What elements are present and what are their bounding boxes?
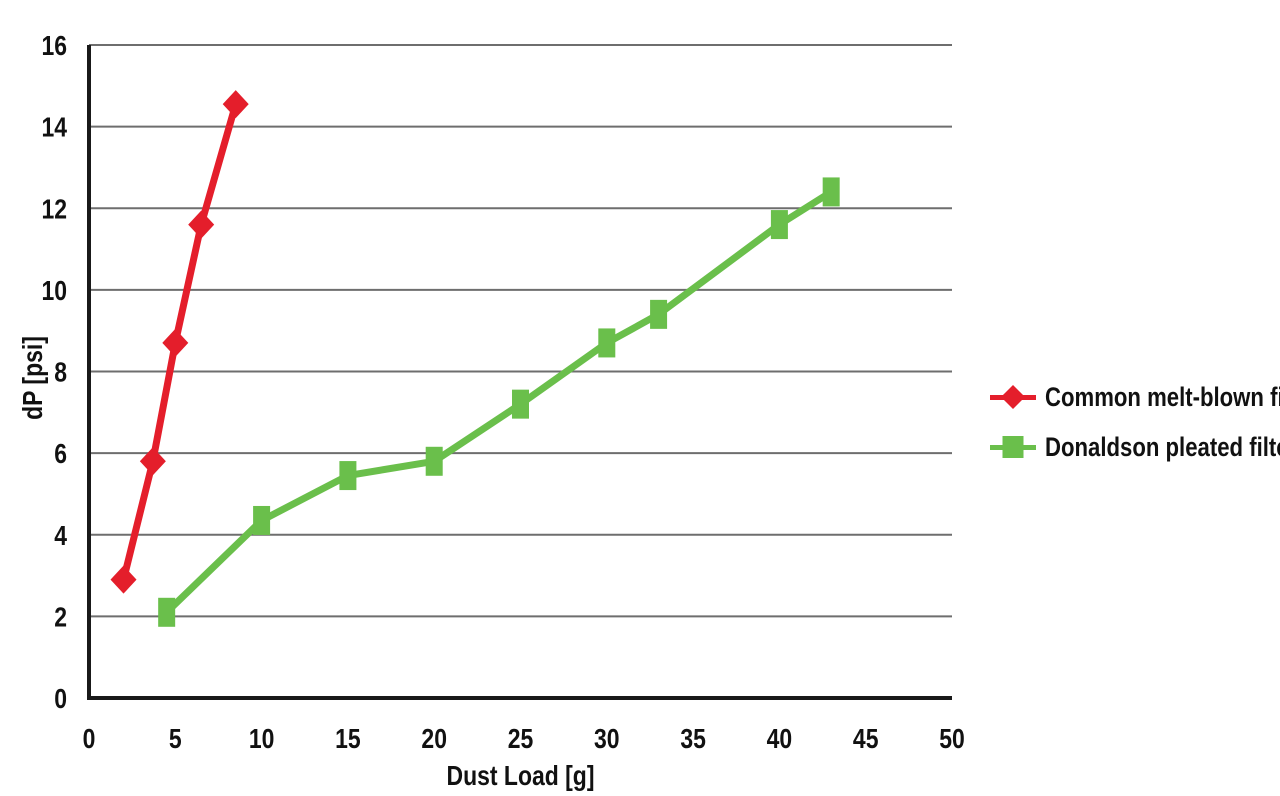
x-tick-label-0: 0 bbox=[83, 724, 96, 755]
legend-label-donaldson: Donaldson pleated filter bbox=[1045, 431, 1280, 462]
x-tick-label-5: 5 bbox=[169, 724, 182, 755]
y-tick-label-8: 8 bbox=[54, 357, 67, 388]
square-marker-icon bbox=[1002, 436, 1024, 458]
data-point-square bbox=[822, 177, 840, 207]
y-tick-label-16: 16 bbox=[41, 31, 67, 62]
green-square-legend-icon bbox=[990, 432, 1036, 462]
data-point-diamond bbox=[188, 210, 215, 239]
data-point-square bbox=[512, 389, 529, 419]
x-axis-title: Dust Load [g] bbox=[446, 760, 595, 791]
legend: Common melt-blown filter Donaldson pleat… bbox=[990, 372, 1280, 472]
x-tick-label-30: 30 bbox=[594, 724, 620, 755]
data-point-square bbox=[650, 299, 668, 329]
x-tick-label-40: 40 bbox=[767, 724, 793, 755]
data-point-square bbox=[598, 328, 616, 358]
y-tick-label-4: 4 bbox=[54, 521, 67, 552]
x-tick-label-20: 20 bbox=[421, 724, 447, 755]
y-tick-label-6: 6 bbox=[54, 439, 67, 470]
legend-item-melt-blown: Common melt-blown filter bbox=[990, 372, 1280, 422]
y-axis-title: dP [psi] bbox=[17, 336, 48, 420]
data-point-diamond bbox=[222, 90, 249, 119]
x-tick-label-10: 10 bbox=[249, 724, 275, 755]
x-tick-label-25: 25 bbox=[508, 724, 534, 755]
series-line-1 bbox=[163, 188, 835, 616]
series-0 bbox=[110, 90, 249, 594]
diamond-marker-icon bbox=[1000, 384, 1026, 410]
data-point-square bbox=[253, 505, 271, 535]
y-tick-label-0: 0 bbox=[54, 684, 67, 715]
y-tick-label-2: 2 bbox=[54, 602, 67, 633]
series-1 bbox=[158, 177, 840, 627]
y-tick-label-14: 14 bbox=[41, 113, 67, 144]
y-tick-label-12: 12 bbox=[41, 194, 67, 225]
y-tick-label-10: 10 bbox=[41, 276, 67, 307]
data-point-diamond bbox=[162, 328, 189, 357]
x-tick-label-50: 50 bbox=[939, 724, 965, 755]
data-point-square bbox=[770, 210, 788, 240]
legend-item-donaldson: Donaldson pleated filter bbox=[990, 422, 1280, 472]
data-point-square bbox=[158, 597, 176, 627]
legend-label-melt-blown: Common melt-blown filter bbox=[1045, 381, 1280, 412]
x-tick-label-45: 45 bbox=[853, 724, 879, 755]
data-point-diamond bbox=[139, 447, 166, 476]
data-point-square bbox=[339, 461, 357, 491]
data-point-diamond bbox=[110, 565, 137, 594]
red-diamond-legend-icon bbox=[990, 382, 1036, 412]
data-point-square bbox=[425, 446, 443, 476]
x-tick-label-15: 15 bbox=[335, 724, 361, 755]
x-tick-label-35: 35 bbox=[680, 724, 706, 755]
